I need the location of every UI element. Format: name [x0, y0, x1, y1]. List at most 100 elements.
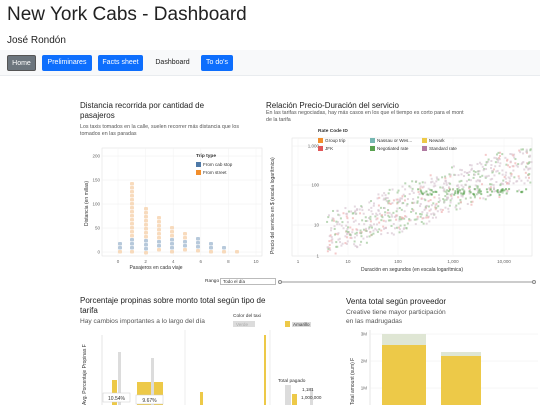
point-mark — [419, 185, 422, 188]
point-mark — [493, 190, 496, 193]
point-mark — [380, 219, 383, 222]
legend-label: Verde — [236, 321, 249, 327]
legend-label: Negotiated rate — [377, 146, 409, 151]
swatch-icon — [318, 138, 323, 143]
point-mark — [498, 191, 501, 194]
panel2-legend-jfk[interactable]: JFK — [318, 146, 333, 151]
point-mark — [351, 228, 354, 231]
legend-verde[interactable]: Verde — [233, 321, 257, 327]
panel3-chart[interactable]: Avg. Porcentaje Propinas F 10.54% 9.67% — [80, 330, 338, 405]
point-mark — [360, 206, 363, 209]
point-mark — [351, 231, 354, 234]
point-mark — [424, 205, 427, 208]
hour-range-slider[interactable] — [280, 281, 535, 283]
point-mark — [437, 200, 440, 203]
point-mark — [457, 189, 460, 192]
point-mark — [349, 226, 352, 229]
panel2-legend-nassau[interactable]: Nassau or Wes... — [370, 138, 412, 143]
nav-todos-button[interactable]: To do's — [201, 55, 233, 71]
x-tick-label: 10 — [345, 259, 351, 264]
point-mark — [329, 234, 332, 237]
point-mark — [157, 240, 161, 244]
point-mark — [358, 208, 361, 211]
point-mark — [326, 250, 329, 253]
point-mark — [398, 207, 401, 210]
slider-handle-start[interactable] — [278, 280, 282, 284]
point-mark — [404, 215, 407, 218]
size-legend-max: 1,000,000 — [286, 394, 321, 400]
point-mark — [518, 177, 521, 180]
point-mark — [356, 208, 359, 211]
panel4-chart[interactable]: 3M 2M 1M Total amount (sum) F — [340, 330, 538, 405]
point-mark — [359, 243, 362, 246]
point-mark — [339, 217, 342, 220]
point-mark — [402, 202, 405, 205]
point-mark — [401, 230, 404, 233]
point-mark — [345, 230, 348, 233]
point-mark — [387, 209, 390, 212]
point-mark — [327, 216, 330, 219]
panel2-chart[interactable]: 1,000 100 10 1 1 10 100 1,000 10,000 Precio del… — [266, 126, 538, 276]
point-mark — [351, 217, 354, 220]
legend-amarillo[interactable]: Amarillo — [285, 321, 311, 327]
point-mark — [340, 244, 343, 247]
point-mark — [327, 214, 330, 217]
point-mark — [349, 233, 352, 236]
point-mark — [461, 194, 464, 197]
point-mark — [424, 199, 427, 202]
point-mark — [446, 196, 449, 199]
point-mark — [469, 191, 472, 194]
point-mark — [331, 238, 334, 241]
point-mark — [436, 177, 439, 180]
point-mark — [469, 196, 472, 199]
point-mark — [403, 227, 406, 230]
point-mark — [347, 210, 350, 213]
point-mark — [425, 190, 428, 193]
point-mark — [372, 232, 375, 235]
panel1-legend-street[interactable]: From street — [196, 170, 226, 175]
point-mark — [423, 198, 426, 201]
slider-handle-end[interactable] — [532, 280, 536, 284]
point-mark — [330, 236, 333, 239]
point-mark — [383, 192, 386, 195]
point-mark — [455, 208, 458, 211]
point-mark — [396, 198, 399, 201]
point-mark — [326, 220, 329, 223]
point-mark — [144, 227, 148, 231]
panel1-legend-cab-stop[interactable]: From cab stop — [196, 162, 232, 167]
point-mark — [504, 174, 507, 177]
nav-dashboard-tab[interactable]: Dashboard — [155, 59, 190, 66]
panel1-chart[interactable]: 200 150 100 50 0 0 2 4 6 8 10 Distancia (en milla… — [80, 142, 265, 274]
point-mark — [336, 223, 339, 226]
point-mark — [380, 214, 383, 217]
point-mark — [405, 226, 408, 229]
point-mark — [524, 171, 527, 174]
point-mark — [419, 202, 422, 205]
point-mark — [454, 206, 457, 209]
point-mark — [369, 231, 372, 234]
hour-range-field[interactable]: Todo el día — [220, 278, 276, 285]
panel2-title: Relación Precio-Duración del servicio — [266, 101, 399, 110]
nav-home-button[interactable]: Home — [7, 55, 36, 71]
nav-facts-sheet-button[interactable]: Facts sheet — [98, 55, 143, 71]
point-mark — [470, 200, 473, 203]
point-mark — [440, 211, 443, 214]
nav-preliminares-button[interactable]: Preliminares — [42, 55, 92, 71]
point-mark — [457, 186, 460, 189]
panel2-legend-newark[interactable]: Newark — [422, 138, 445, 143]
panel2-legend-negotiated[interactable]: Negotiated rate — [370, 146, 408, 151]
point-mark — [144, 247, 148, 251]
panel2-legend-group-trip[interactable]: Group trip — [318, 138, 345, 143]
point-mark — [500, 182, 503, 185]
point-mark — [495, 181, 498, 184]
point-mark — [368, 226, 371, 229]
point-mark — [437, 205, 440, 208]
point-mark — [420, 197, 423, 200]
point-mark — [444, 175, 447, 178]
point-mark — [458, 190, 461, 193]
panel2-legend-standard[interactable]: Standard rate — [422, 146, 457, 151]
point-mark — [339, 241, 342, 244]
point-mark — [481, 183, 484, 186]
point-mark — [130, 186, 134, 190]
point-mark — [494, 165, 497, 168]
